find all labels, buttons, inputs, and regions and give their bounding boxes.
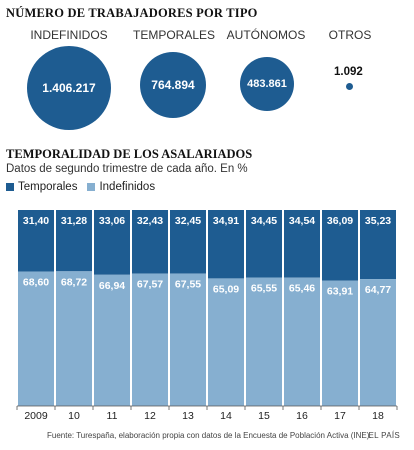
data-label-temporales-11: 33,06	[99, 215, 125, 227]
bubble-value-autonomos: 483.861	[247, 78, 287, 90]
data-label-indefinidos-13: 67,55	[175, 279, 201, 291]
bar-indefinidos-17	[322, 280, 358, 406]
bar-temporales-14	[208, 210, 244, 279]
data-label-indefinidos-16: 65,46	[289, 283, 315, 295]
bar-temporales-13	[170, 210, 206, 274]
data-label-temporales-13: 32,45	[175, 215, 201, 227]
bar-indefinidos-10	[56, 271, 92, 406]
x-tick-label-16: 16	[296, 410, 308, 422]
data-label-indefinidos-10: 68,72	[61, 276, 87, 288]
bubble-label-autonomos: AUTÓNOMOS	[226, 28, 306, 42]
bar-temporales-12	[132, 210, 168, 274]
data-label-indefinidos-2009: 68,60	[23, 277, 49, 289]
bubble-otros	[346, 83, 353, 90]
bubble-label-otros: OTROS	[328, 28, 372, 42]
bar-temporales-18	[360, 210, 396, 280]
bar-indefinidos-12	[132, 273, 168, 406]
bubble-value-temporales: 764.894	[151, 78, 195, 92]
data-label-temporales-2009: 31,40	[23, 215, 49, 227]
bar-temporales-11	[94, 210, 130, 275]
data-label-temporales-16: 34,54	[289, 215, 315, 227]
data-label-temporales-12: 32,43	[137, 215, 163, 227]
bubble-label-temporales: TEMPORALES	[132, 28, 216, 42]
x-tick-label-11: 11	[107, 410, 118, 422]
bar-indefinidos-11	[94, 274, 130, 406]
x-tick-label-15: 15	[258, 410, 270, 422]
chart-subtitle: Datos de segundo trimestre de cada año. …	[6, 163, 248, 175]
data-label-temporales-18: 35,23	[365, 215, 391, 227]
x-tick-label-10: 10	[68, 410, 80, 422]
bar-indefinidos-13	[170, 273, 206, 406]
bar-indefinidos-14	[208, 278, 244, 406]
bar-indefinidos-18	[360, 279, 396, 406]
chart-title: TEMPORALIDAD DE LOS ASALARIADOS	[6, 147, 253, 161]
bar-indefinidos-16	[284, 277, 320, 406]
legend-label-temporales: Temporales	[18, 181, 78, 193]
bar-temporales-16	[284, 210, 320, 278]
source-note: Fuente: Turespaña, elaboración propia co…	[47, 431, 372, 440]
bar-temporales-2009	[18, 210, 54, 272]
bubble-temporales: 764.894	[140, 52, 206, 118]
legend-swatch-indefinidos	[87, 183, 96, 191]
bar-temporales-17	[322, 210, 358, 281]
brand-label: EL PAÍS	[368, 431, 400, 440]
bubbles-title: NÚMERO DE TRABAJADORES POR TIPO	[6, 6, 258, 20]
data-label-temporales-17: 36,09	[327, 215, 353, 227]
bar-temporales-10	[56, 210, 92, 272]
legend-item-indefinidos: Indefinidos	[87, 181, 155, 193]
x-tick-label-14: 14	[220, 410, 232, 422]
bubble-label-indefinidos: INDEFINIDOS	[30, 28, 108, 42]
legend-label-indefinidos: Indefinidos	[99, 181, 156, 193]
data-label-indefinidos-17: 63,91	[327, 286, 353, 298]
bar-indefinidos-15	[246, 277, 282, 406]
bar-indefinidos-2009	[18, 271, 54, 406]
x-tick-label-2009: 2009	[24, 410, 48, 422]
x-tick-label-18: 18	[372, 410, 384, 422]
data-label-indefinidos-12: 67,57	[137, 279, 163, 291]
bubble-value-indefinidos: 1.406.217	[42, 81, 96, 95]
data-label-indefinidos-18: 64,77	[365, 284, 391, 296]
data-label-indefinidos-14: 65,09	[213, 283, 239, 295]
stacked-bar-chart: 31,40 68,60 2009 31,28 68,72 10 33,06 66,94 11 32…	[16, 210, 398, 422]
x-tick-label-17: 17	[334, 410, 346, 422]
bubble-value-otros: 1.092	[334, 66, 363, 78]
data-label-indefinidos-15: 65,55	[251, 283, 277, 295]
bar-temporales-15	[246, 210, 282, 278]
x-tick-label-12: 12	[144, 410, 156, 422]
legend-swatch-temporales	[6, 183, 14, 191]
data-label-indefinidos-11: 66,94	[99, 280, 125, 292]
x-tick-label-13: 13	[182, 410, 194, 422]
data-label-temporales-15: 34,45	[251, 215, 277, 227]
data-label-temporales-14: 34,91	[213, 215, 239, 227]
bubble-autonomos: 483.861	[240, 57, 294, 111]
legend-item-temporales: Temporales	[6, 181, 77, 193]
data-label-temporales-10: 31,28	[61, 215, 87, 227]
legend: Temporales Indefinidos	[6, 181, 165, 193]
bubble-indefinidos: 1.406.217	[27, 46, 111, 130]
